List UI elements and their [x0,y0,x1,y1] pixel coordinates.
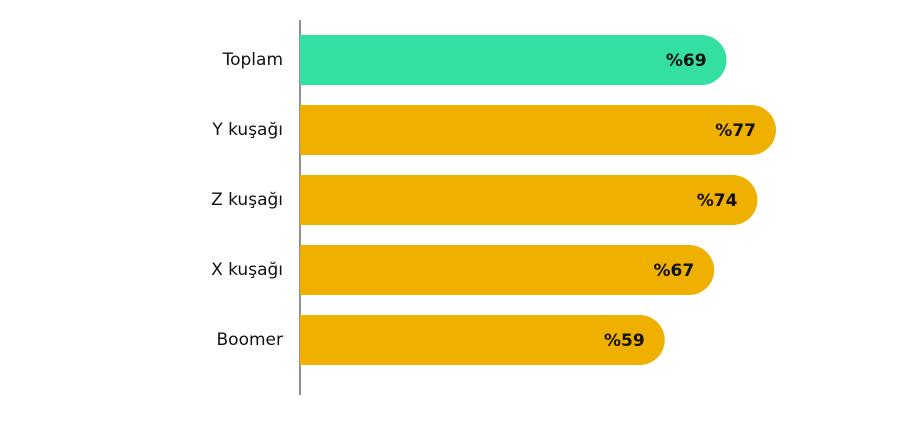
category-label: Y kuşağı [211,120,283,140]
bar [300,315,665,365]
category-label: Boomer [217,330,283,350]
bar [300,175,758,225]
bar [300,245,715,295]
value-label: %69 [666,51,707,71]
value-label: %59 [604,331,645,351]
category-label: Z kuşağı [211,190,283,210]
category-label: X kuşağı [211,260,283,280]
bar [300,105,776,155]
bar [300,35,727,85]
value-label: %67 [653,261,694,281]
category-label: Toplam [222,50,283,70]
value-label: %74 [697,191,738,211]
value-label: %77 [715,121,756,141]
